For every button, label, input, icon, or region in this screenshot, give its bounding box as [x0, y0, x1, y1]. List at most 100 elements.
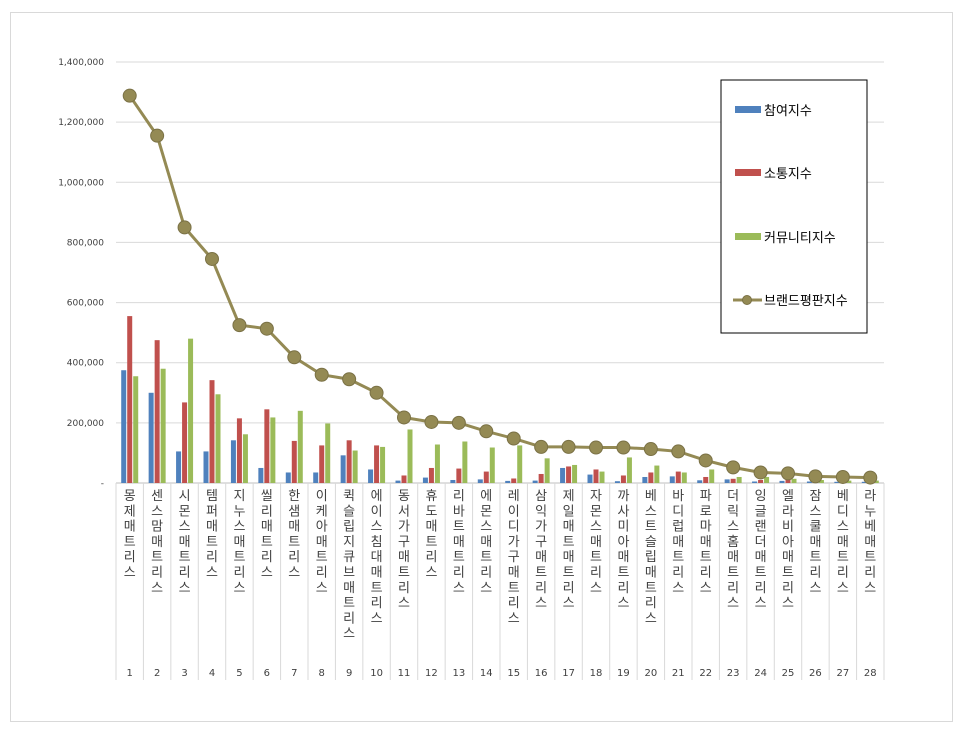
bar	[270, 417, 276, 483]
rank-label: 15	[507, 668, 520, 679]
line-point	[835, 469, 850, 484]
line-point	[671, 444, 686, 459]
bar	[532, 480, 538, 483]
bar	[121, 370, 127, 483]
line-point	[616, 440, 631, 455]
bar	[752, 481, 758, 483]
rank-label: 22	[699, 668, 712, 679]
line-point	[424, 414, 439, 429]
bar	[291, 440, 297, 483]
line-point	[369, 385, 384, 400]
line-point	[342, 372, 357, 387]
bar	[182, 402, 188, 483]
bar	[352, 450, 358, 483]
bar	[188, 338, 194, 483]
y-tick-label: 600,000	[67, 299, 104, 309]
bar	[215, 394, 221, 483]
bar	[462, 441, 468, 483]
bar	[648, 472, 654, 483]
bar	[209, 380, 215, 483]
rank-label: 16	[535, 668, 548, 679]
bar	[285, 472, 291, 483]
bar	[758, 479, 764, 483]
y-axis: - 200,000 400,000 600,000 800,000 1,000,000 1,…	[58, 58, 104, 489]
rank-label: 2	[154, 668, 160, 679]
line-point	[287, 350, 302, 365]
bar	[450, 479, 456, 483]
bar	[779, 480, 785, 483]
bar	[764, 476, 770, 483]
y-tick-label: 800,000	[67, 238, 104, 248]
bar	[566, 466, 572, 483]
line-point	[781, 466, 795, 481]
legend-label: 커뮤니티지수	[764, 231, 836, 246]
bar	[456, 468, 462, 483]
bars	[121, 316, 879, 483]
bar	[380, 446, 386, 483]
rank-label: 28	[864, 668, 877, 679]
legend-box	[720, 79, 868, 334]
line-point	[122, 88, 137, 103]
y-tick-label: 1,200,000	[58, 118, 104, 128]
bar	[505, 480, 511, 483]
bar	[483, 471, 489, 483]
legend-swatch	[735, 106, 761, 113]
legend-label: 브랜드평판지수	[764, 294, 848, 309]
x-axis: 몽 제 매 트 리 스 1 센 스 맘 매 트 리 스 2 시 몬 스 매 트 리 스 3 템 퍼 매 트 리 스 4 지 누 스 매 트 리 스 5 씰 리…	[124, 489, 877, 679]
line-point	[150, 128, 165, 143]
bar	[297, 410, 303, 483]
rank-label: 14	[480, 668, 493, 679]
y-tick-label: 200,000	[67, 419, 104, 429]
bar	[806, 481, 812, 483]
rank-label: 21	[672, 668, 685, 679]
y-tick-label: 1,000,000	[58, 178, 104, 188]
bar	[422, 477, 428, 483]
line-point	[753, 465, 768, 480]
bar	[572, 464, 578, 483]
bar	[654, 465, 660, 483]
line-point	[232, 318, 247, 333]
rank-label: 11	[398, 668, 411, 679]
brand-index-line	[128, 94, 871, 480]
legend-swatch	[735, 233, 761, 240]
bar	[340, 455, 346, 483]
bar	[154, 340, 160, 483]
bar	[791, 478, 797, 483]
bar	[236, 418, 242, 483]
rank-label: 4	[209, 668, 215, 679]
bar	[703, 476, 709, 483]
rank-label: 23	[727, 668, 740, 679]
bar	[724, 479, 730, 483]
rank-label: 19	[617, 668, 630, 679]
rank-label: 8	[319, 668, 325, 679]
y-tick-label: -	[101, 479, 104, 489]
bar	[730, 478, 736, 483]
bar	[620, 475, 626, 483]
bar	[374, 445, 380, 483]
line-point	[863, 470, 878, 485]
line-point	[698, 453, 713, 468]
bar	[160, 368, 166, 483]
legend-swatch	[735, 169, 761, 176]
line-point	[589, 440, 603, 455]
rank-label: 24	[754, 668, 767, 679]
bar	[846, 480, 852, 483]
y-tick-label: 1,400,000	[58, 58, 104, 68]
bar	[511, 478, 517, 483]
bar	[669, 476, 675, 483]
